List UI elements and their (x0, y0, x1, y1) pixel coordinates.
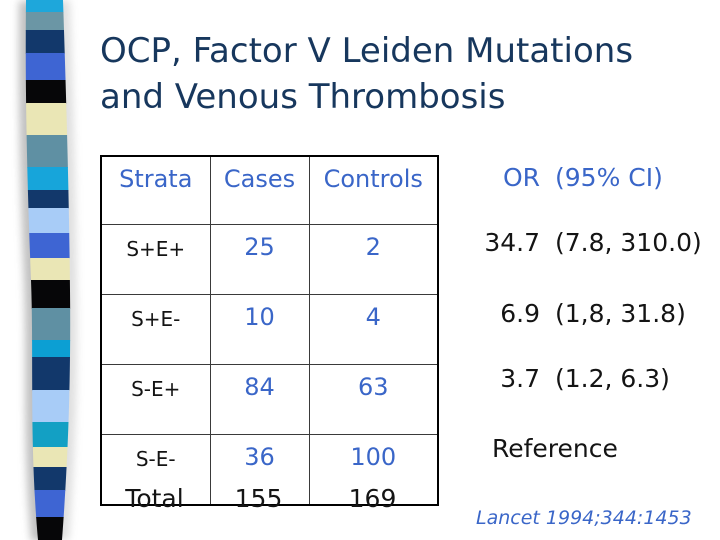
strata-label: S-E- (100, 434, 211, 506)
or-value: 34.7 (484, 228, 540, 257)
column-header-controls: Controls (308, 155, 439, 225)
citation-text: Lancet 1994;344:1453 (476, 507, 692, 529)
controls-value: 100 (308, 434, 439, 506)
controls-value: 4 (308, 294, 439, 365)
table-row: S-E- 36 100 (100, 434, 439, 506)
cases-value: 10 (209, 294, 310, 365)
ci-value: (7.8, 310.0) (555, 228, 702, 257)
slide-title: OCP, Factor V Leiden Mutations and Venou… (100, 28, 633, 120)
or-header-label: OR (502, 163, 540, 192)
total-label: Total (125, 484, 184, 513)
ribbon-bands (25, 0, 71, 540)
or-row: 3.7 (1.2, 6.3) (468, 364, 670, 393)
cases-value: 84 (209, 364, 310, 435)
ci-value: (1.2, 6.3) (555, 364, 670, 393)
ci-header-label: (95% CI) (555, 163, 663, 192)
or-value: 3.7 (500, 364, 540, 393)
strata-label: S+E+ (100, 224, 211, 295)
cases-value: 25 (209, 224, 310, 295)
strata-label: S+E- (100, 294, 211, 365)
table-header-row: Strata Cases Controls (100, 155, 439, 225)
total-cases-value: 155 (234, 484, 283, 513)
or-row: 34.7 (7.8, 310.0) (468, 228, 702, 257)
decorative-ribbon (18, 0, 78, 540)
ci-value: (1,8, 31.8) (555, 299, 686, 328)
strata-table: Strata Cases Controls S+E+ 25 2 S+E- 10 … (100, 155, 439, 506)
column-header-cases: Cases (209, 155, 310, 225)
odds-ratio-panel: OR (95% CI) 34.7 (7.8, 310.0) 6.9 (1,8, … (468, 163, 720, 473)
table-row: S+E- 10 4 (100, 294, 439, 365)
controls-value: 2 (308, 224, 439, 295)
total-row: Total 155 169 (100, 484, 437, 513)
table-row: S-E+ 84 63 (100, 364, 439, 435)
strata-label: S-E+ (100, 364, 211, 435)
column-header-strata: Strata (100, 155, 211, 225)
controls-value: 63 (308, 364, 439, 435)
reference-label: Reference (492, 434, 618, 463)
slide-title-line1: OCP, Factor V Leiden Mutations (100, 31, 634, 71)
or-value: 6.9 (500, 299, 540, 328)
table-row: S+E+ 25 2 (100, 224, 439, 295)
or-panel-header: OR (95% CI) (468, 163, 663, 192)
total-controls-value: 169 (348, 484, 397, 513)
slide-title-line2: and Venous Thrombosis (100, 77, 506, 117)
or-row: 6.9 (1,8, 31.8) (468, 299, 686, 328)
